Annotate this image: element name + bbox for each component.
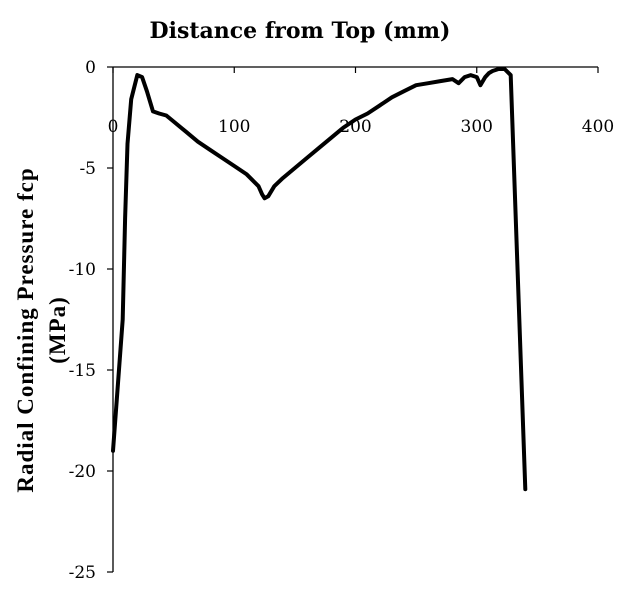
y-tick-label: -20 <box>69 462 96 482</box>
y-tick-label: 0 <box>85 58 96 78</box>
y-tick-label: -5 <box>79 159 96 179</box>
x-axis-title: Distance from Top (mm) <box>150 18 451 44</box>
series-line <box>111 67 528 492</box>
x-tick-label: 400 <box>582 117 614 137</box>
y-axis-title-line-1: Radial Confining Pressure fcp <box>13 167 38 492</box>
x-tick-label: 300 <box>461 117 493 137</box>
ticks: 0 100 200 300 400 0 -5 -10 -15 -20 -25 <box>69 58 615 583</box>
x-tick-label: 200 <box>339 117 371 137</box>
x-tick-label: 100 <box>218 117 250 137</box>
y-axis-title: Radial Confining Pressure fcp (MPa) <box>13 167 70 492</box>
y-tick-label: -15 <box>69 361 96 381</box>
series-layer <box>111 67 528 492</box>
x-tick-label: 0 <box>108 117 119 137</box>
y-tick-label: -25 <box>69 563 96 583</box>
axes <box>112 66 598 572</box>
y-axis-title-line-2: (MPa) <box>45 296 70 364</box>
y-tick-label: -10 <box>69 260 96 280</box>
